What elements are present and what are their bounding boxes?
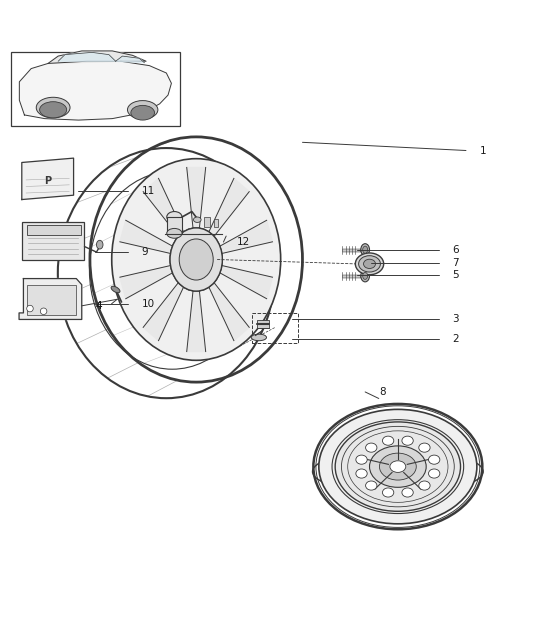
- Ellipse shape: [355, 253, 384, 275]
- Ellipse shape: [96, 241, 103, 249]
- Polygon shape: [116, 56, 144, 63]
- Ellipse shape: [356, 469, 367, 478]
- Text: 2: 2: [452, 333, 459, 344]
- Ellipse shape: [251, 334, 267, 341]
- Ellipse shape: [111, 286, 120, 293]
- Ellipse shape: [402, 436, 413, 445]
- Ellipse shape: [364, 259, 376, 269]
- Ellipse shape: [361, 270, 370, 282]
- Ellipse shape: [366, 443, 377, 452]
- Polygon shape: [143, 283, 184, 340]
- Ellipse shape: [319, 409, 477, 524]
- Polygon shape: [143, 178, 184, 236]
- Ellipse shape: [419, 443, 430, 452]
- Bar: [27, 285, 76, 315]
- Ellipse shape: [370, 446, 426, 487]
- Text: 12: 12: [237, 237, 250, 247]
- Ellipse shape: [112, 159, 281, 360]
- Ellipse shape: [204, 274, 210, 282]
- Ellipse shape: [37, 97, 70, 118]
- Circle shape: [40, 308, 47, 315]
- Ellipse shape: [363, 246, 368, 253]
- Text: 10: 10: [142, 299, 155, 309]
- Polygon shape: [120, 266, 172, 299]
- Ellipse shape: [175, 249, 181, 256]
- Ellipse shape: [131, 106, 155, 120]
- Ellipse shape: [390, 461, 406, 472]
- Ellipse shape: [383, 488, 394, 497]
- Ellipse shape: [356, 455, 367, 464]
- Bar: [257, 320, 269, 328]
- Ellipse shape: [402, 488, 413, 497]
- Text: 9: 9: [142, 247, 148, 257]
- Text: 4: 4: [95, 301, 102, 311]
- Ellipse shape: [193, 233, 199, 241]
- Text: 6: 6: [452, 246, 459, 255]
- Ellipse shape: [167, 229, 182, 238]
- Bar: [204, 217, 210, 227]
- Polygon shape: [187, 168, 205, 228]
- Ellipse shape: [366, 481, 377, 490]
- Polygon shape: [220, 220, 272, 254]
- Ellipse shape: [170, 228, 222, 291]
- Ellipse shape: [335, 422, 461, 511]
- Ellipse shape: [359, 256, 380, 272]
- Text: 8: 8: [379, 387, 385, 397]
- Polygon shape: [48, 51, 146, 63]
- Text: P: P: [44, 176, 51, 186]
- Ellipse shape: [182, 274, 189, 282]
- Polygon shape: [209, 283, 249, 340]
- Ellipse shape: [428, 455, 440, 464]
- Bar: [27, 225, 81, 236]
- Circle shape: [27, 305, 33, 312]
- Polygon shape: [20, 61, 171, 120]
- Ellipse shape: [167, 212, 182, 222]
- Ellipse shape: [170, 228, 222, 291]
- Text: 5: 5: [452, 270, 459, 279]
- Ellipse shape: [211, 249, 217, 256]
- Ellipse shape: [193, 217, 201, 222]
- Ellipse shape: [128, 100, 158, 119]
- Bar: [11, 52, 180, 126]
- Text: 11: 11: [142, 186, 155, 196]
- Ellipse shape: [40, 102, 66, 118]
- Bar: [214, 219, 218, 227]
- Text: 3: 3: [452, 315, 459, 325]
- Bar: [167, 217, 182, 234]
- Polygon shape: [58, 52, 116, 61]
- Text: 7: 7: [452, 258, 459, 268]
- Ellipse shape: [363, 273, 368, 279]
- Ellipse shape: [379, 453, 416, 480]
- Polygon shape: [187, 291, 205, 352]
- Polygon shape: [22, 158, 74, 200]
- Polygon shape: [19, 279, 82, 320]
- Ellipse shape: [179, 239, 213, 280]
- Polygon shape: [120, 220, 172, 254]
- Ellipse shape: [428, 469, 440, 478]
- Ellipse shape: [419, 481, 430, 490]
- Ellipse shape: [383, 436, 394, 445]
- Polygon shape: [220, 266, 272, 299]
- Ellipse shape: [179, 239, 213, 280]
- Ellipse shape: [361, 244, 370, 256]
- Text: 1: 1: [480, 146, 486, 156]
- Bar: [252, 313, 298, 343]
- Ellipse shape: [187, 249, 205, 271]
- Polygon shape: [209, 178, 249, 236]
- Text: 4: 4: [95, 301, 102, 311]
- Bar: [22, 222, 84, 259]
